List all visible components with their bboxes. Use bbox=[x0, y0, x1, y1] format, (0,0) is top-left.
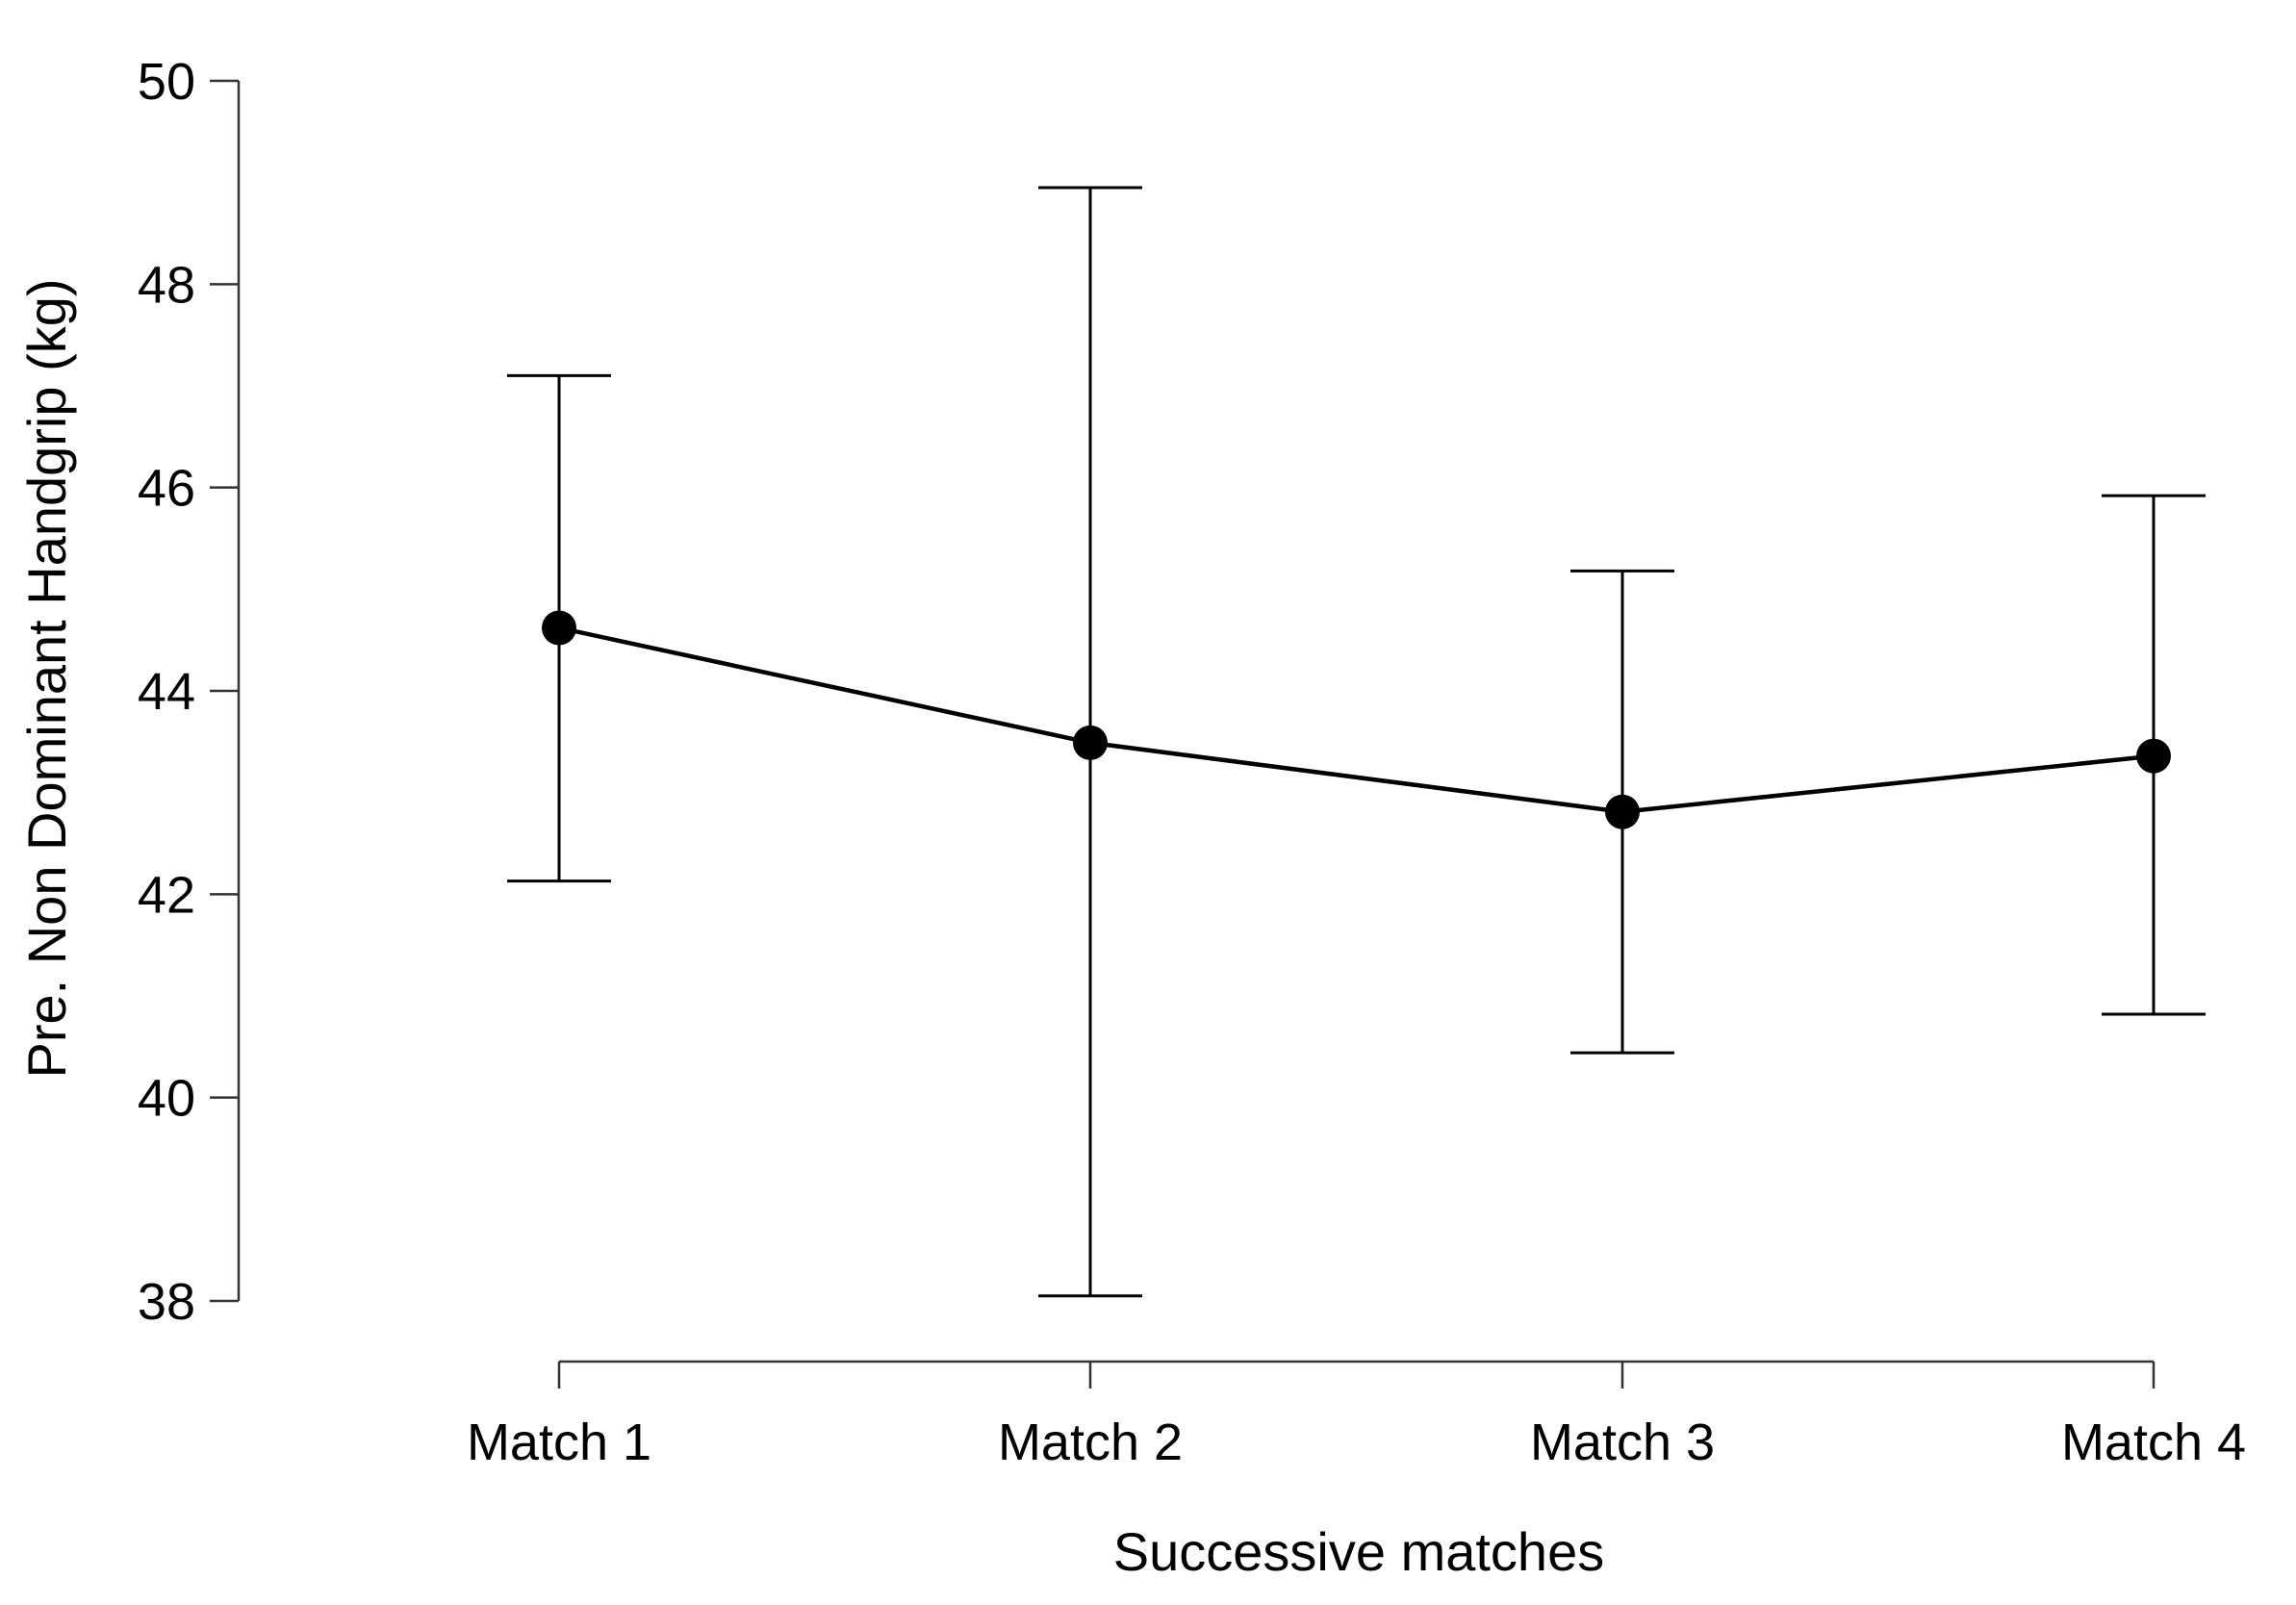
data-point-match-1 bbox=[542, 610, 576, 646]
data-point-match-4 bbox=[2136, 738, 2171, 774]
y-tick-label-46: 46 bbox=[138, 460, 195, 518]
data-point-match-2 bbox=[1073, 725, 1108, 760]
y-tick-label-38: 38 bbox=[138, 1273, 195, 1331]
x-axis: Match 1 Match 2 Match 3 Match 4 bbox=[467, 1360, 2246, 1471]
y-axis: 38 40 42 44 46 48 50 bbox=[138, 53, 241, 1331]
error-bars bbox=[507, 186, 2206, 1298]
x-tick-label-3: Match 3 bbox=[1530, 1414, 1715, 1471]
plot-area bbox=[507, 186, 2206, 1298]
x-tick-label-2: Match 2 bbox=[998, 1414, 1183, 1471]
x-axis-title: Successive matches bbox=[1113, 1521, 1604, 1582]
y-tick-label-48: 48 bbox=[138, 256, 195, 314]
data-points bbox=[542, 610, 2171, 829]
y-axis-title: Pre. Non Dominant Handgrip (kg) bbox=[16, 278, 77, 1078]
y-tick-label-44: 44 bbox=[138, 663, 195, 721]
x-tick-label-1: Match 1 bbox=[467, 1414, 651, 1471]
y-tick-label-40: 40 bbox=[138, 1070, 195, 1128]
y-tick-label-50: 50 bbox=[138, 53, 195, 111]
series-line bbox=[558, 625, 2155, 814]
x-tick-label-4: Match 4 bbox=[2061, 1414, 2246, 1471]
y-tick-label-42: 42 bbox=[138, 866, 195, 924]
data-point-match-3 bbox=[1605, 794, 1640, 829]
series-lines bbox=[558, 625, 2155, 814]
